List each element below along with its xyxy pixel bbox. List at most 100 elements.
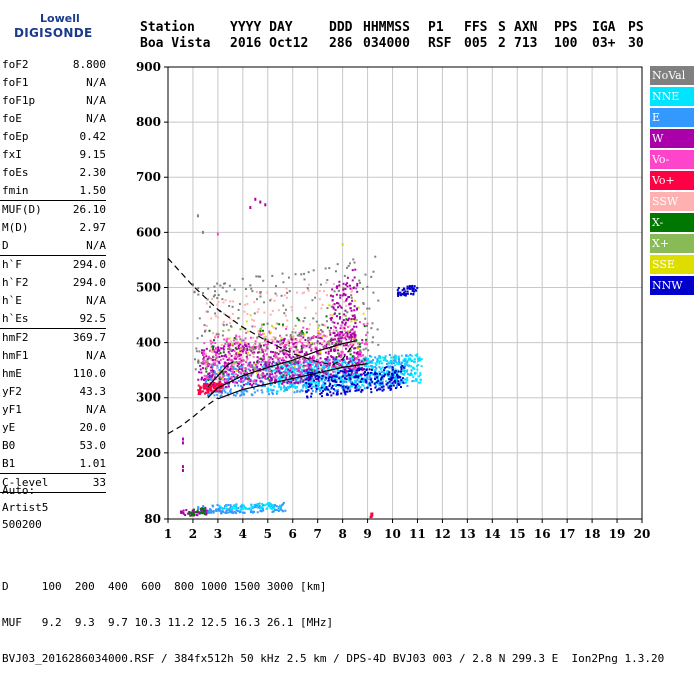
- legend-item-ssw: SSW: [650, 192, 694, 211]
- echo-point: [217, 347, 220, 350]
- lowell-logo: Lowell DIGISONDE: [4, 6, 92, 46]
- echo-point: [291, 309, 294, 312]
- echo-point: [213, 285, 216, 288]
- echo-point: [320, 337, 323, 340]
- echo-point: [354, 371, 357, 374]
- echo-point: [349, 365, 352, 368]
- echo-point: [413, 285, 416, 288]
- echo-point: [319, 353, 322, 356]
- footer-file-row: BVJ03_2016286034000.RSF / 384fx512h 50 k…: [2, 652, 665, 665]
- echo-point: [236, 509, 239, 512]
- echo-point: [314, 390, 317, 393]
- echo-point: [228, 357, 231, 360]
- echo-point: [359, 380, 362, 383]
- echo-point: [218, 380, 221, 383]
- echo-point: [237, 317, 240, 320]
- echo-point: [243, 378, 246, 381]
- echo-point: [189, 514, 192, 517]
- echo-point: [212, 511, 215, 514]
- echo-point: [239, 343, 242, 346]
- echo-point: [304, 359, 307, 362]
- echo-point: [203, 510, 206, 513]
- param-value: 294.0: [72, 258, 106, 271]
- echo-point: [376, 328, 379, 331]
- echo-point: [414, 360, 417, 363]
- echo-point: [225, 367, 228, 370]
- echo-point: [237, 384, 240, 387]
- echo-point: [394, 357, 397, 360]
- param-row: foF1 N/A: [0, 74, 112, 92]
- echo-point: [215, 347, 218, 350]
- echo-point: [359, 386, 362, 389]
- echo-point: [362, 348, 365, 351]
- echo-point: [348, 374, 351, 377]
- echo-point: [357, 358, 360, 361]
- echo-point: [211, 298, 214, 301]
- echo-point: [268, 358, 271, 361]
- echo-point: [247, 364, 250, 367]
- echo-point: [334, 341, 337, 344]
- echo-point: [282, 501, 285, 504]
- echo-point: [279, 370, 282, 373]
- echo-point: [351, 337, 354, 340]
- echo-point: [314, 296, 317, 299]
- echo-point: [278, 504, 281, 507]
- echo-point: [365, 334, 368, 337]
- echo-point: [337, 337, 340, 340]
- echo-point: [349, 349, 352, 352]
- echo-point: [336, 393, 339, 396]
- echo-point: [273, 509, 276, 512]
- echo-point: [291, 360, 294, 363]
- echo-point: [356, 383, 359, 386]
- echo-point: [371, 359, 374, 362]
- polarization-legend: NoVal NNE E W Vo- Vo+ SSW X- X+ SSE NNW: [650, 66, 694, 297]
- echo-point: [339, 356, 342, 359]
- echo-point: [203, 513, 206, 516]
- echo-point: [281, 356, 284, 359]
- echo-point: [299, 340, 302, 343]
- echo-point: [284, 314, 287, 317]
- echo-point: [276, 360, 279, 363]
- echo-point: [211, 351, 214, 354]
- echo-point: [276, 322, 279, 325]
- echo-point: [332, 388, 335, 391]
- echo-point: [251, 348, 254, 351]
- echo-point: [321, 303, 324, 306]
- echo-point: [222, 322, 225, 325]
- echo-point: [364, 365, 367, 368]
- echo-point: [215, 509, 218, 512]
- echo-point: [197, 293, 200, 296]
- echo-point: [225, 504, 228, 507]
- legend-item-e: E: [650, 108, 694, 127]
- echo-point: [336, 390, 339, 393]
- echo-point: [325, 343, 328, 346]
- echo-point: [256, 384, 259, 387]
- echo-point: [328, 381, 331, 384]
- echo-point: [355, 371, 358, 374]
- echo-point: [293, 369, 296, 372]
- x-tick-label: 1: [164, 527, 172, 541]
- echo-point: [220, 512, 223, 515]
- echo-point: [230, 340, 233, 343]
- echo-point: [307, 337, 310, 340]
- echo-point: [324, 267, 327, 270]
- echo-point: [285, 346, 288, 349]
- echo-point: [219, 352, 222, 355]
- echo-point: [379, 388, 382, 391]
- echo-point: [239, 379, 242, 382]
- echo-point: [306, 382, 309, 385]
- echo-point: [270, 379, 273, 382]
- echo-point: [285, 374, 288, 377]
- echo-point: [223, 338, 226, 341]
- echo-point: [396, 376, 399, 379]
- echo-point: [297, 364, 300, 367]
- echo-point: [263, 353, 266, 356]
- echo-point: [268, 379, 271, 382]
- echo-point: [255, 275, 258, 278]
- echo-point: [321, 342, 324, 345]
- echo-point: [254, 342, 257, 345]
- param-row: foEp 0.42: [0, 128, 112, 146]
- echo-point: [221, 375, 224, 378]
- echo-point: [208, 364, 211, 367]
- echo-point: [349, 333, 352, 336]
